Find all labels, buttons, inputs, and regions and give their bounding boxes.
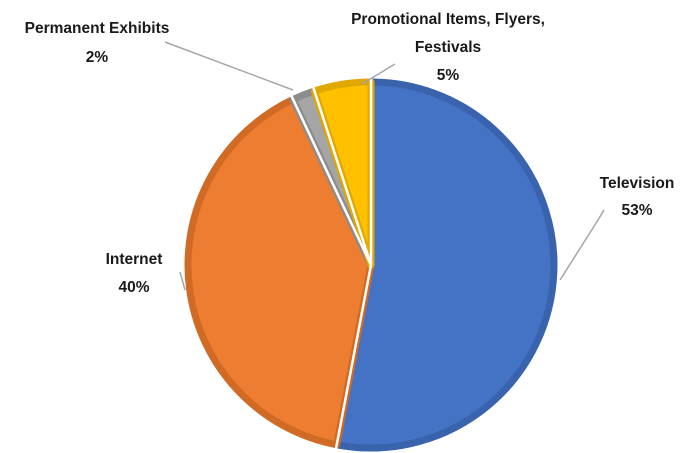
leader-line-television [559, 209, 605, 281]
slice-label-promotional-name-line2: Festivals [415, 39, 481, 56]
leader-line-internet [179, 271, 186, 291]
slice-label-internet-name: Internet [106, 251, 163, 268]
slice-separator [312, 86, 373, 266]
leader-line-permanent-exhibits [164, 41, 294, 91]
slice-label-permanent-exhibits-value: 2% [86, 49, 109, 66]
slice-separator [290, 95, 373, 266]
slice-label-permanent-exhibits-name: Permanent Exhibits [25, 20, 170, 37]
leader-lines [164, 41, 605, 291]
pie-slices [184, 78, 558, 452]
slice-separator [334, 264, 373, 449]
slice-label-internet-value: 40% [118, 279, 149, 296]
pie-slice-television [333, 78, 558, 452]
slice-label-promotional-name-line1: Promotional Items, Flyers, [351, 11, 545, 28]
pie-slice-internet [184, 95, 375, 449]
slice-label-television-value: 53% [621, 202, 652, 219]
slice-label-television-name: Television [600, 175, 675, 192]
slice-label-promotional-value: 5% [437, 67, 460, 84]
leader-line-promotional [361, 63, 396, 85]
